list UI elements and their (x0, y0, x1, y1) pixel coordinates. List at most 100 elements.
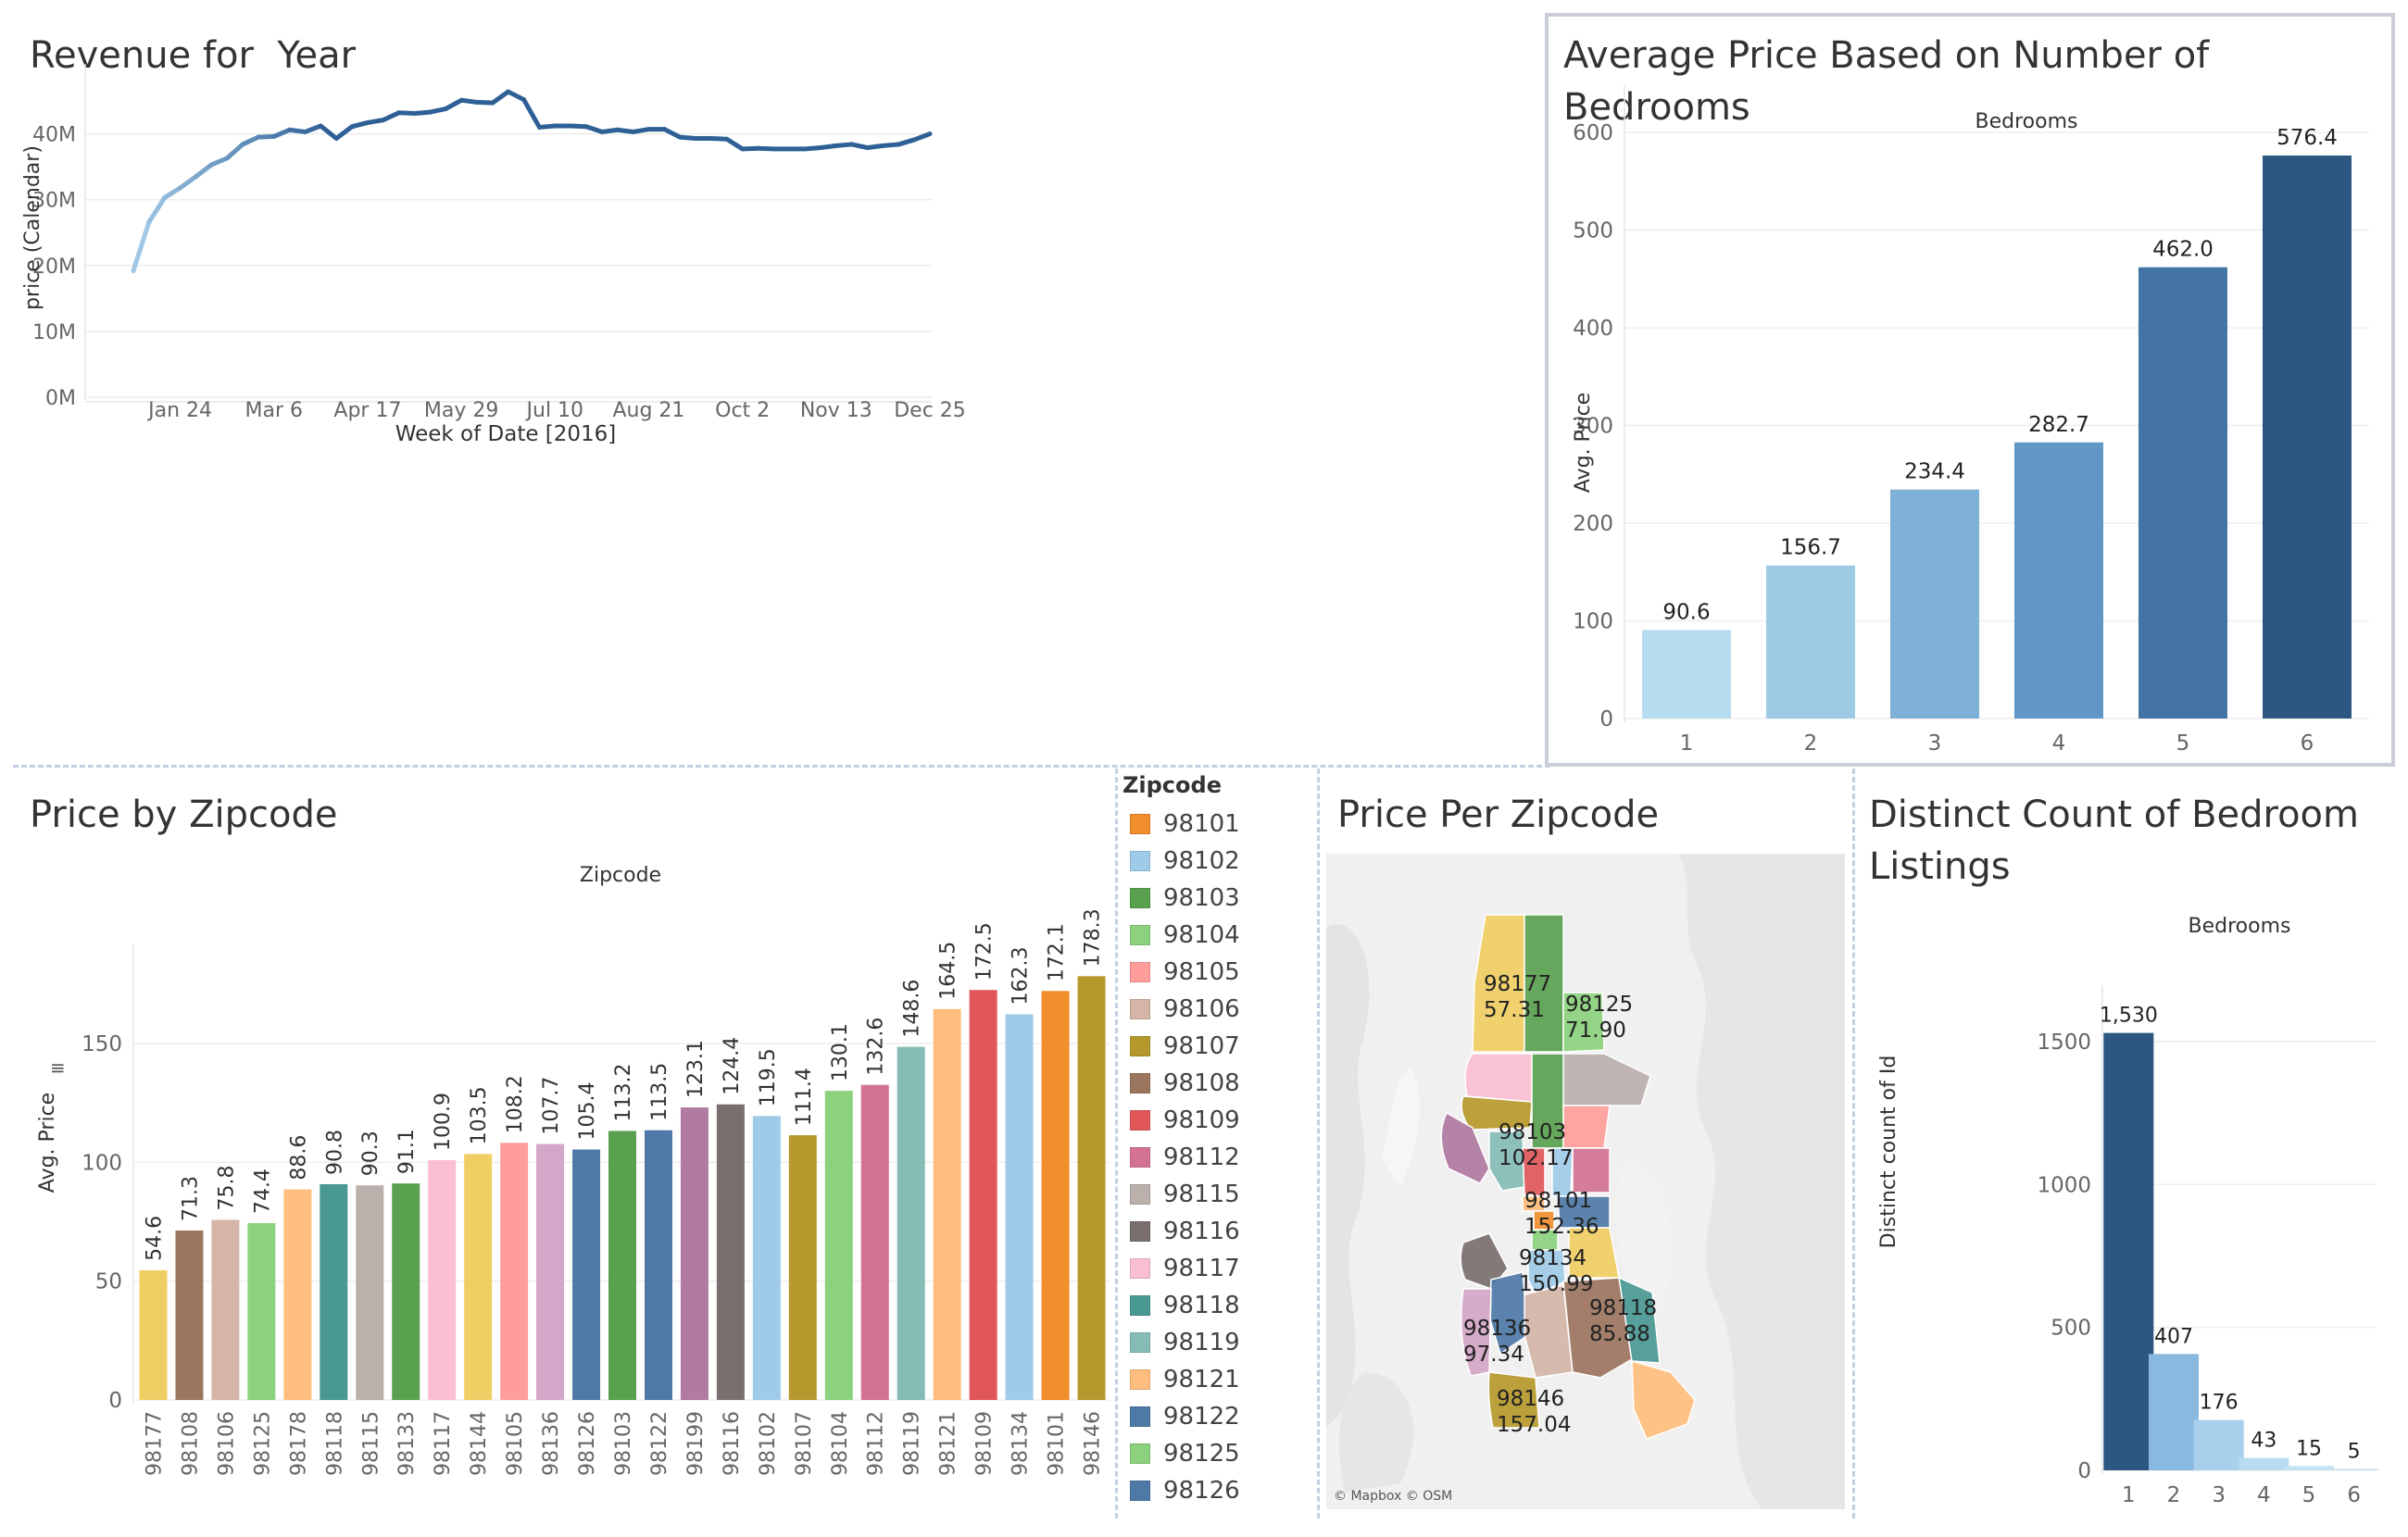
legend-item[interactable]: 98118 (1122, 1287, 1308, 1324)
bar[interactable] (572, 1149, 601, 1400)
legend-item[interactable]: 98112 (1122, 1139, 1308, 1176)
sort-icon[interactable]: ≡ (50, 1056, 66, 1079)
bar[interactable] (1077, 976, 1106, 1400)
revenue-line-segment[interactable] (740, 145, 761, 152)
bar[interactable] (788, 1135, 817, 1400)
legend-item[interactable]: 98101 (1122, 806, 1308, 843)
zip-region-98116[interactable] (1460, 1232, 1509, 1290)
bar[interactable] (933, 1008, 961, 1400)
bar[interactable] (2103, 1032, 2154, 1470)
zip-region-98108[interactable] (1562, 1277, 1633, 1379)
revenue-line-segment[interactable] (536, 123, 558, 130)
revenue-line-segment[interactable] (865, 143, 885, 150)
zip-region-98125[interactable] (1562, 992, 1605, 1053)
revenue-line-segment[interactable] (521, 97, 542, 130)
bar[interactable] (969, 990, 997, 1400)
legend-item[interactable]: 98106 (1122, 991, 1308, 1028)
legend-item[interactable]: 98121 (1122, 1361, 1308, 1398)
zip-region-98136[interactable] (1460, 1288, 1492, 1377)
revenue-line-segment[interactable] (365, 118, 386, 125)
legend-item[interactable]: 98108 (1122, 1065, 1308, 1102)
zip-region-98105[interactable] (1562, 1105, 1611, 1149)
bar[interactable] (1005, 1014, 1034, 1400)
revenue-line-segment[interactable] (146, 195, 168, 225)
zip-region-98106[interactable] (1524, 1284, 1574, 1379)
revenue-line-chart[interactable]: 0M 10M 20M 30M 40M Jan 24 Mar 6 Apr 17 May 29 Jul… (13, 13, 1541, 763)
revenue-line-segment[interactable] (709, 136, 730, 142)
zip-region-98117[interactable] (1464, 1053, 1533, 1103)
bar[interactable] (464, 1154, 493, 1400)
zipcode-price-panel[interactable]: Price by Zipcode Zipcode 0 50 100 150 Avg. Pr… (13, 772, 1115, 1531)
revenue-line-segment[interactable] (583, 124, 605, 134)
zip-region-98199[interactable] (1440, 1111, 1490, 1184)
bar[interactable] (536, 1143, 565, 1400)
revenue-line-segment[interactable] (849, 142, 871, 150)
revenue-line-segment[interactable] (880, 142, 901, 148)
bar[interactable] (1041, 991, 1070, 1400)
zip-region-98178[interactable] (1631, 1359, 1696, 1440)
revenue-line-segment[interactable] (599, 127, 621, 134)
bar[interactable] (752, 1116, 781, 1400)
legend-item[interactable]: 98125 (1122, 1435, 1308, 1472)
legend-item[interactable]: 98104 (1122, 917, 1308, 954)
revenue-line-segment[interactable] (661, 127, 683, 140)
legend-item[interactable]: 98105 (1122, 954, 1308, 991)
zip-region-98177[interactable] (1472, 914, 1525, 1053)
bedroom-count-bar-chart[interactable]: Bedrooms 0 500 1000 1500 Distinct count of Id… (1856, 772, 2402, 1531)
selected-worksheet-frame[interactable] (1545, 13, 2395, 767)
revenue-line-segment[interactable] (224, 142, 245, 161)
revenue-line-segment[interactable] (506, 89, 527, 103)
revenue-line-segment[interactable] (162, 185, 183, 201)
legend-item[interactable]: 98102 (1122, 843, 1308, 880)
bar[interactable] (392, 1183, 420, 1400)
revenue-line-segment[interactable] (677, 134, 698, 142)
revenue-line-segment[interactable] (756, 145, 776, 152)
bar[interactable] (2263, 155, 2352, 719)
bar[interactable] (824, 1091, 853, 1400)
bar[interactable] (716, 1104, 745, 1400)
bar[interactable] (356, 1185, 384, 1400)
bar[interactable] (2138, 267, 2227, 719)
revenue-line-segment[interactable] (911, 131, 933, 143)
revenue-panel[interactable]: Revenue for Year 0M 10M 20M 30M 40M Jan 24 Mar… (13, 13, 1541, 763)
revenue-line-segment[interactable] (631, 127, 651, 134)
legend-item[interactable]: 98107 (1122, 1028, 1308, 1065)
revenue-line-segment[interactable] (834, 142, 855, 148)
legend-item[interactable]: 98117 (1122, 1250, 1308, 1287)
revenue-line-segment[interactable] (474, 99, 495, 106)
bar[interactable] (2193, 1419, 2244, 1470)
bar[interactable] (500, 1143, 529, 1400)
bedroom-price-panel[interactable]: Average Price Based on Number of Bedroom… (1549, 17, 2391, 763)
zip-region-98119[interactable] (1488, 1131, 1525, 1192)
bar[interactable] (860, 1084, 889, 1400)
revenue-line-segment[interactable] (818, 143, 839, 150)
bedroom-price-bar-chart[interactable]: Bedrooms 0 100 200 300 400 500 600 Avg. Price 90.… (1549, 17, 2391, 763)
bar[interactable] (2284, 1466, 2334, 1470)
bar[interactable] (139, 1269, 168, 1400)
bar[interactable] (283, 1189, 312, 1400)
bar[interactable] (608, 1131, 636, 1400)
zip-region-98112[interactable] (1572, 1147, 1611, 1193)
legend-item[interactable]: 98103 (1122, 880, 1308, 917)
revenue-line-segment[interactable] (256, 133, 277, 140)
revenue-line-segment[interactable] (349, 119, 370, 130)
zip-regions[interactable] (1440, 914, 1696, 1440)
bar[interactable] (211, 1219, 240, 1400)
bar[interactable] (1642, 630, 1731, 719)
bar[interactable] (680, 1107, 709, 1400)
revenue-line-segment[interactable] (443, 97, 464, 112)
legend-item[interactable]: 98122 (1122, 1398, 1308, 1435)
revenue-line-segment[interactable] (396, 110, 418, 117)
bar[interactable] (2328, 1468, 2379, 1470)
bar[interactable] (644, 1130, 672, 1400)
bar[interactable] (2014, 442, 2103, 719)
zip-region-98115[interactable] (1562, 1053, 1651, 1106)
bar[interactable] (1890, 489, 1979, 719)
revenue-line-segment[interactable] (724, 136, 746, 152)
revenue-line-segment[interactable] (333, 124, 355, 142)
bar[interactable] (2239, 1457, 2289, 1470)
bar[interactable] (175, 1230, 204, 1400)
legend-item[interactable]: 98115 (1122, 1176, 1308, 1213)
revenue-line-segment[interactable] (896, 137, 917, 147)
